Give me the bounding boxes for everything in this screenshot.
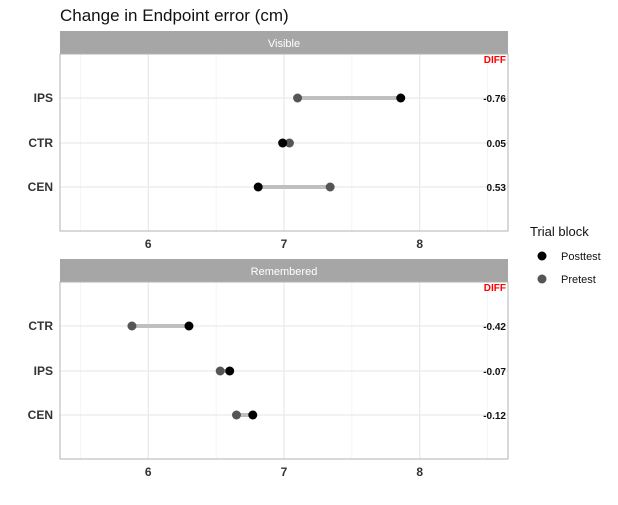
diff-value: 0.05 <box>487 139 507 150</box>
diff-value: -0.07 <box>483 367 506 378</box>
point-posttest <box>396 93 406 103</box>
diff-value: 0.53 <box>487 183 507 194</box>
y-tick-label: CTR <box>28 136 53 150</box>
strip-bar <box>60 259 508 282</box>
point-pretest <box>127 321 137 331</box>
diff-value: -0.42 <box>483 322 506 333</box>
strip-label: Remembered <box>251 266 318 278</box>
diff-header: DIFF <box>484 283 506 294</box>
y-tick-label: IPS <box>34 364 53 378</box>
point-posttest <box>225 366 235 376</box>
legend-title: Trial block <box>530 224 589 239</box>
panel-border <box>59 281 509 460</box>
y-tick-label: CEN <box>28 408 53 422</box>
x-tick-label: 8 <box>416 237 423 251</box>
point-posttest <box>184 321 194 331</box>
strip-label: Visible <box>268 38 300 50</box>
point-pretest <box>293 93 303 103</box>
y-tick-label: IPS <box>34 91 53 105</box>
diff-header: DIFF <box>484 55 506 66</box>
point-pretest <box>215 366 225 376</box>
point-posttest <box>253 182 263 192</box>
diff-value: -0.12 <box>483 411 506 422</box>
panel-0: Visible DIFF IPS -0.76 CTR 0.05 CEN 0.53 6 7 8 <box>28 31 509 251</box>
legend-key-pretest <box>537 274 547 284</box>
strip-bar <box>60 31 508 54</box>
point-posttest <box>248 410 258 420</box>
point-pretest <box>284 138 294 148</box>
x-tick-label: 6 <box>145 465 152 479</box>
legend-label-pretest: Pretest <box>561 274 596 286</box>
legend: Trial block Posttest Pretest <box>530 224 601 286</box>
panel-border <box>59 53 509 232</box>
x-tick-label: 7 <box>281 465 288 479</box>
point-posttest <box>278 138 288 148</box>
diff-value: -0.76 <box>483 94 506 105</box>
chart-title: Change in Endpoint error (cm) <box>60 6 289 25</box>
point-pretest <box>325 182 335 192</box>
y-tick-label: CTR <box>28 319 53 333</box>
legend-key-posttest <box>537 251 547 261</box>
x-tick-label: 8 <box>416 465 423 479</box>
x-tick-label: 6 <box>145 237 152 251</box>
legend-label-posttest: Posttest <box>561 251 601 263</box>
point-pretest <box>231 410 241 420</box>
panel-1: Remembered DIFF CTR -0.42 IPS -0.07 CEN -0.12 6 7… <box>28 259 509 479</box>
x-tick-label: 7 <box>281 237 288 251</box>
y-tick-label: CEN <box>28 180 53 194</box>
